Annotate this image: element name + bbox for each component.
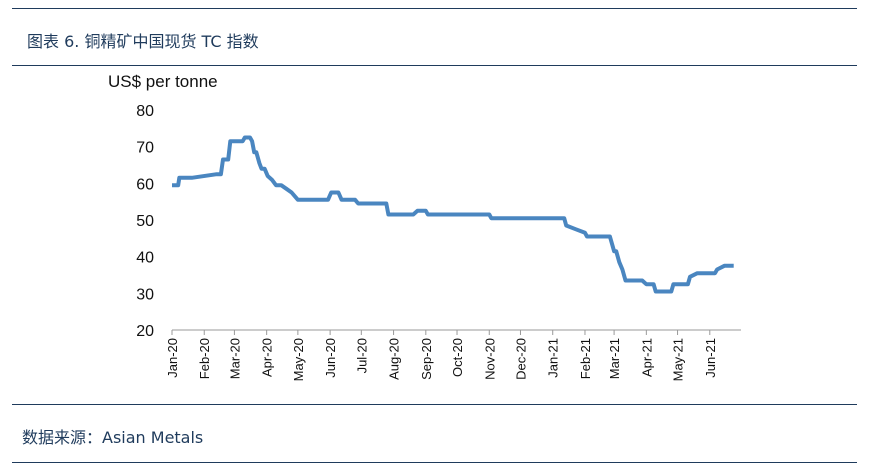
bottom-rule [12, 462, 857, 463]
x-tick-label: May-21 [671, 338, 686, 381]
x-tick-label: Apr-21 [639, 338, 654, 377]
tc-index-line [172, 135, 734, 294]
x-tick-label: Jun-21 [703, 338, 718, 378]
x-tick-label: Mar-21 [607, 338, 622, 379]
y-tick-label: 40 [136, 250, 154, 267]
x-tick-label: Feb-20 [197, 338, 212, 379]
y-tick-label: 20 [136, 323, 154, 340]
source-note: 数据来源：Asian Metals [22, 428, 204, 447]
x-tick-label: Apr-20 [260, 338, 275, 377]
tc-index-chart: US$ per tonne 20 30 40 50 60 70 80 Jan-20 Feb-2… [108, 72, 741, 381]
x-tick-label: Jan-20 [165, 338, 180, 378]
title-rule [12, 65, 857, 66]
y-tick-label: 30 [136, 286, 154, 303]
x-tick-label: Nov-20 [482, 338, 497, 380]
y-tick-labels: 20 30 40 50 60 70 80 [136, 103, 154, 340]
y-tick-label: 80 [136, 103, 154, 120]
y-tick-label: 60 [136, 176, 154, 193]
x-tick-label: Mar-20 [227, 338, 242, 379]
x-axis: Jan-20 Feb-20 Mar-20 Apr-20 May-20 Jun-20 Jul-… [165, 329, 741, 381]
x-tick-label: Feb-21 [578, 338, 593, 379]
y-axis-label: US$ per tonne [108, 72, 218, 91]
x-tick-label: Sep-20 [419, 338, 434, 380]
top-rule [12, 8, 857, 9]
source-rule [12, 404, 857, 405]
x-tick-label: Jun-20 [323, 338, 338, 378]
x-tick-label: May-20 [291, 338, 306, 381]
x-tick-label: Jul-20 [354, 338, 369, 373]
x-tick-label: Jan-21 [546, 338, 561, 378]
x-tick-label: Oct-20 [450, 338, 465, 377]
y-tick-label: 50 [136, 213, 154, 230]
plot-area [172, 135, 734, 294]
y-tick-label: 70 [136, 140, 154, 157]
x-tick-label: Aug-20 [387, 338, 402, 380]
x-tick-label: Dec-20 [513, 338, 528, 380]
figure-title: 图表 6. 铜精矿中国现货 TC 指数 [27, 32, 259, 51]
